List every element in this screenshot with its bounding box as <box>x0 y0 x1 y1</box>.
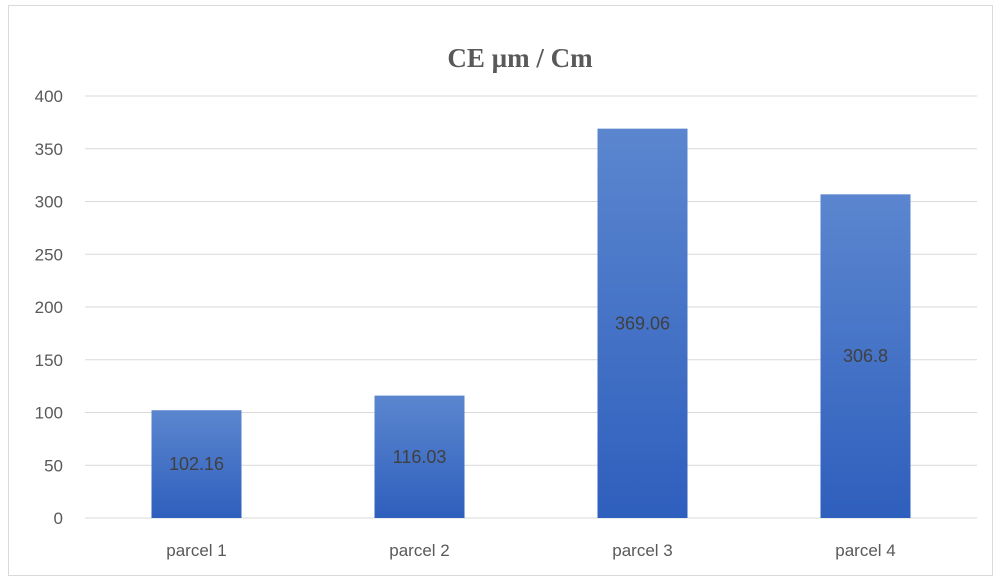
bar-4 <box>820 194 911 519</box>
bars <box>151 128 911 519</box>
chart-title: CE µm / Cm <box>447 43 593 73</box>
x-category-label-1: parcel 1 <box>166 541 226 560</box>
y-tick-label: 50 <box>44 456 63 475</box>
y-tick-label: 300 <box>35 193 63 212</box>
x-axis-categories: parcel 1 parcel 2 parcel 3 parcel 4 <box>166 541 895 560</box>
data-labels: 102.16 116.03 369.06 306.8 <box>169 313 888 474</box>
y-tick-label: 100 <box>35 404 63 423</box>
bar-1 <box>151 410 242 518</box>
x-category-label-4: parcel 4 <box>835 541 895 560</box>
data-label-4: 306.8 <box>843 346 888 366</box>
data-label-1: 102.16 <box>169 454 224 474</box>
data-label-3: 369.06 <box>615 313 670 333</box>
y-tick-label: 150 <box>35 351 63 370</box>
x-category-label-3: parcel 3 <box>612 541 672 560</box>
y-tick-label: 350 <box>35 140 63 159</box>
x-category-label-2: parcel 2 <box>389 541 449 560</box>
y-axis-ticks: 0 50 100 150 200 250 300 350 400 <box>35 87 63 528</box>
y-tick-label: 200 <box>35 298 63 317</box>
bar-2 <box>374 395 465 518</box>
y-tick-label: 250 <box>35 245 63 264</box>
y-tick-label: 0 <box>54 509 63 528</box>
bar-3 <box>597 128 688 518</box>
data-label-2: 116.03 <box>393 447 447 467</box>
y-tick-label: 400 <box>35 87 63 106</box>
